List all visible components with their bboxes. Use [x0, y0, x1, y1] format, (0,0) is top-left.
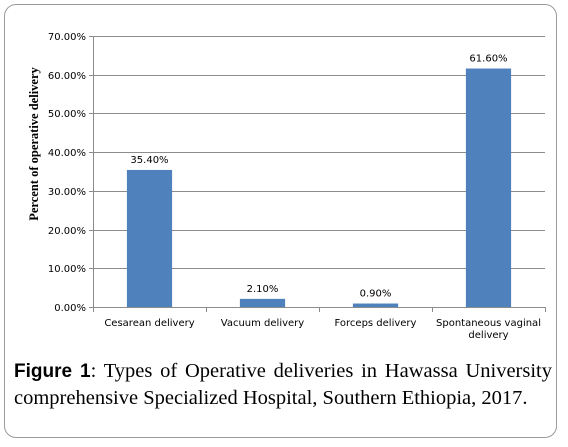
bar [465, 68, 512, 308]
bar-chart: 0.00% 10.00% 20.00% 30.00% 40.00% 50.00% 60.00… [27, 32, 546, 341]
y-tick-label: 60.00% [48, 71, 86, 82]
figure-caption: Figure 1: Types of Operative deliveries … [14, 358, 552, 412]
data-label: 0.90% [360, 289, 392, 300]
bar [126, 169, 173, 307]
y-tick-label: 0.00% [54, 303, 86, 314]
bar [239, 298, 286, 307]
data-label: 61.60% [469, 54, 507, 65]
bars [126, 68, 512, 308]
y-tick-label: 40.00% [48, 148, 86, 159]
bar [352, 303, 399, 307]
caption-label: Figure 1 [14, 361, 91, 382]
y-axis-label: Percent of operative delivery [27, 66, 41, 220]
data-label: 35.40% [130, 155, 168, 166]
y-tick-label: 70.00% [48, 32, 86, 43]
data-label: 2.10% [247, 284, 279, 295]
category-label: Vacuum delivery [221, 318, 305, 329]
category-label: Forceps delivery [335, 318, 417, 329]
axes [89, 36, 546, 312]
labels: 0.00% 10.00% 20.00% 30.00% 40.00% 50.00% 60.00… [48, 32, 541, 341]
y-tick-label: 50.00% [48, 109, 86, 120]
category-label: Cesarean delivery [104, 318, 194, 329]
category-label: delivery [468, 330, 508, 341]
y-tick-label: 30.00% [48, 187, 86, 198]
category-label: Spontaneous vaginal [436, 318, 541, 329]
caption-text: : Types of Operative deliveries in Hawas… [14, 360, 553, 409]
y-tick-label: 20.00% [48, 226, 86, 237]
figure-frame [4, 4, 557, 438]
y-tick-label: 10.00% [48, 264, 86, 275]
